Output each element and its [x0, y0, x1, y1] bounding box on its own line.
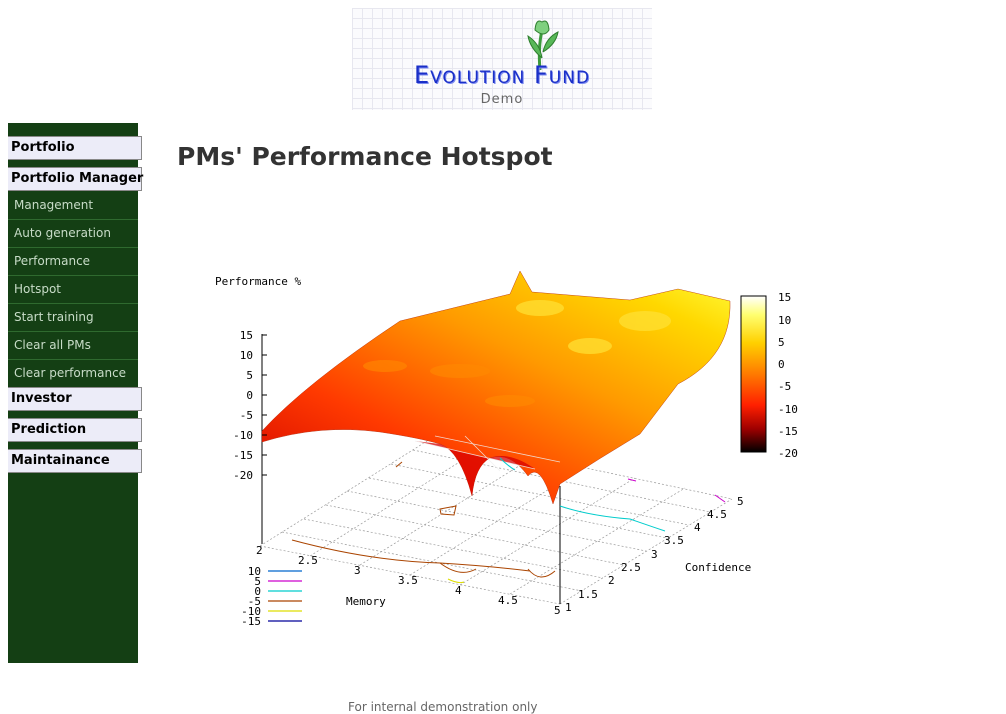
y-tick-label: 1	[565, 601, 572, 614]
page-title: PMs' Performance Hotspot	[177, 142, 553, 171]
y-tick-label: 3.5	[664, 534, 684, 547]
colorbar-tick-label: -5	[778, 380, 791, 393]
y-tick-label: 2.5	[621, 561, 641, 574]
x-tick-label: 5	[554, 604, 561, 617]
menu-header-maintainance[interactable]: Maintainance	[8, 449, 142, 473]
x-tick-label: 4.5	[498, 594, 518, 607]
x-tick-label: 3.5	[398, 574, 418, 587]
colorbar-tick-label: -20	[778, 447, 798, 460]
y-axis-label: Confidence	[685, 561, 751, 574]
colorbar-ticks: 15 10 5 0 -5 -10 -15 -20	[778, 291, 798, 460]
contour-legend: 10 5 0 -5 -10 -15	[241, 565, 261, 628]
z-tick-label: 10	[240, 349, 253, 362]
contour-legend-lines	[268, 570, 302, 622]
x-axis-ticks: 2 2.5 3 3.5 4 4.5 5	[256, 544, 561, 617]
contour-legend-label: 5	[254, 575, 261, 588]
sidebar: Portfolio Portfolio Manager Management A…	[8, 123, 143, 663]
z-tick-label: -10	[233, 429, 253, 442]
colorbar	[740, 295, 767, 453]
colorbar-tick-label: -10	[778, 403, 798, 416]
y-tick-label: 4	[694, 521, 701, 534]
logo-title: Evolution Fund	[413, 61, 591, 89]
x-tick-label: 2	[256, 544, 263, 557]
y-tick-label: 5	[737, 495, 744, 508]
z-tick-label: -20	[233, 469, 253, 482]
colorbar-tick-label: 0	[778, 358, 785, 371]
contour-legend-label: -5	[248, 595, 261, 608]
floor-grid	[259, 435, 733, 605]
colorbar-tick-label: -15	[778, 425, 798, 438]
contour-legend-label: -15	[241, 615, 261, 628]
colorbar-tick-label: 10	[778, 314, 791, 327]
surface-dip	[415, 441, 535, 496]
contour-legend-label: -10	[241, 605, 261, 618]
menu-header-investor[interactable]: Investor	[8, 387, 142, 411]
footer-note: For internal demonstration only	[348, 700, 538, 714]
x-axis-label: Memory	[346, 595, 386, 608]
sidebar-item-auto-generation[interactable]: Auto generation	[8, 220, 138, 248]
x-tick-label: 4	[455, 584, 462, 597]
surface-peaks	[516, 300, 671, 354]
x-tick-label: 2.5	[298, 554, 318, 567]
colorbar-tick-label: 15	[778, 291, 791, 304]
sidebar-item-clear-performance[interactable]: Clear performance	[14, 366, 127, 380]
performance-surface	[261, 270, 731, 505]
colorbar-tick-label: 5	[778, 336, 785, 349]
contour-legend-label: 0	[254, 585, 261, 598]
logo: Evolution Fund Demo	[352, 8, 652, 110]
z-tick-label: -15	[233, 449, 253, 462]
surface-grid-lines	[414, 435, 561, 472]
contour-legend-label: 10	[248, 565, 261, 578]
x-tick-label: 3	[354, 564, 361, 577]
menu-header-portfolio[interactable]: Portfolio	[8, 136, 142, 160]
y-tick-label: 4.5	[707, 508, 727, 521]
menu-header-prediction[interactable]: Prediction	[8, 418, 142, 442]
logo-subtitle: Demo	[480, 92, 524, 107]
y-tick-label: 1.5	[578, 588, 598, 601]
menu-header-portfolio-manager[interactable]: Portfolio Manager	[8, 167, 143, 191]
sidebar-item-performance[interactable]: Performance	[8, 248, 138, 276]
sidebar-item-start-training[interactable]: Start training	[8, 304, 138, 332]
performance-surface-chart: 15 10 5 0 -5 -10 -15 -20 Performance % 2…	[215, 270, 798, 628]
y-tick-label: 2	[608, 574, 615, 587]
z-tick-label: 15	[240, 329, 253, 342]
z-tick-label: -5	[240, 409, 253, 422]
z-tick-label: 5	[246, 369, 253, 382]
sidebar-item-management[interactable]: Management	[8, 192, 138, 220]
z-axis-tick-marks	[262, 334, 267, 476]
sidebar-item-clear-all-pms[interactable]: Clear all PMs	[8, 332, 138, 360]
y-axis-ticks: 1 1.5 2 2.5 3 3.5 4 4.5 5	[565, 495, 744, 614]
tulip-icon	[527, 20, 559, 71]
contour-lines	[291, 457, 726, 584]
z-axis-ticks: 15 10 5 0 -5 -10 -15 -20	[233, 329, 253, 482]
z-tick-label: 0	[246, 389, 253, 402]
sidebar-item-hotspot[interactable]: Hotspot	[8, 276, 138, 304]
z-axis-label: Performance %	[215, 275, 301, 288]
y-tick-label: 3	[651, 548, 658, 561]
surface-shading	[363, 360, 535, 407]
